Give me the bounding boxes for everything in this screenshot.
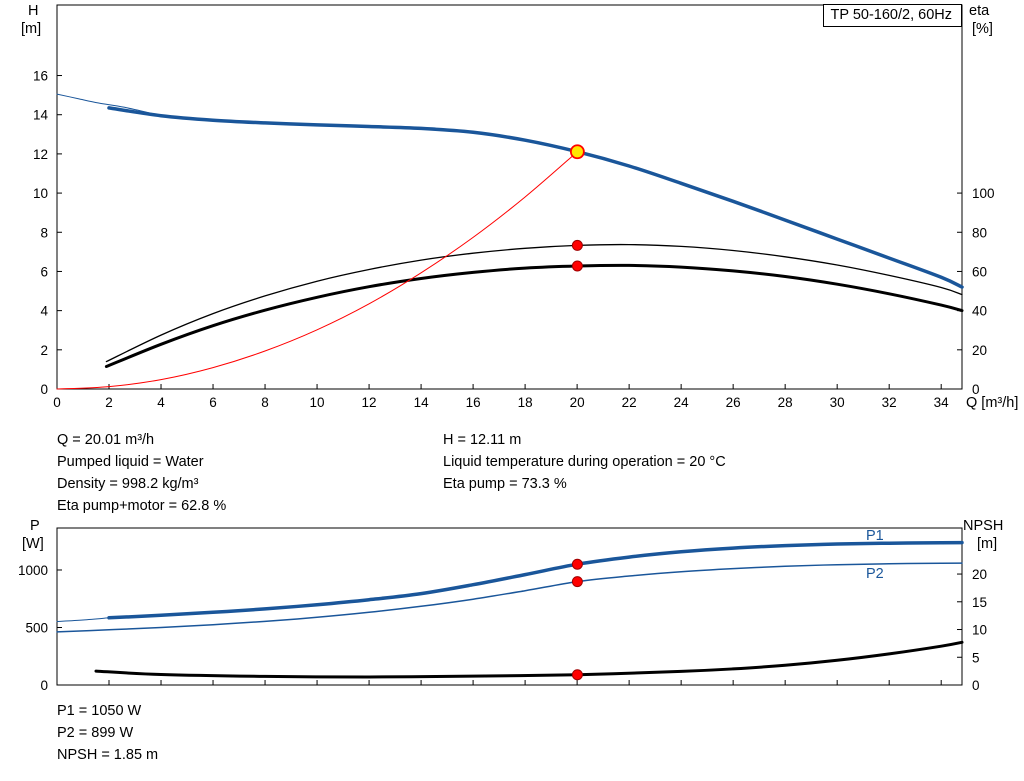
npsh-axis-title: NPSH bbox=[963, 518, 1004, 534]
info-pumped-liquid: Pumped liquid = Water bbox=[57, 454, 204, 470]
info-eta-pump: Eta pump = 73.3 % bbox=[443, 476, 567, 492]
p2-point bbox=[571, 576, 583, 588]
y-left-tick-label: 16 bbox=[33, 69, 48, 84]
y-right-tick-label: 60 bbox=[972, 264, 987, 279]
chart-frame bbox=[56, 4, 963, 390]
y-right-tick-label: 0 bbox=[972, 678, 980, 693]
p-axis-unit: [W] bbox=[22, 536, 44, 552]
info-npsh: NPSH = 1.85 m bbox=[57, 747, 159, 763]
y-left-tick-label: 1000 bbox=[18, 563, 48, 578]
x-tick-label: 34 bbox=[934, 395, 950, 410]
q-axis-title: Q [m³/h] bbox=[966, 395, 1019, 411]
duty-point[interactable] bbox=[569, 144, 585, 160]
y-left-tick-label: 4 bbox=[40, 304, 48, 319]
y-right-tick-label: 40 bbox=[972, 304, 987, 319]
npsh-curve bbox=[94, 640, 964, 679]
result-info: P1 = 1050 W P2 = 899 W NPSH = 1.85 m bbox=[57, 700, 158, 766]
y-left-tick-label: 0 bbox=[40, 382, 48, 397]
info-density: Density = 998.2 kg/m³ bbox=[57, 476, 199, 492]
p1-curve-label: P1 bbox=[866, 528, 884, 544]
x-tick-label: 10 bbox=[310, 395, 325, 410]
pump-type-label: TP 50-160/2, 60Hz bbox=[822, 4, 962, 27]
eta-pump-curve bbox=[105, 243, 963, 363]
y-left-tick-label: 2 bbox=[40, 343, 48, 358]
duty-info-left: Q = 20.01 m³/h Pumped liquid = Water Den… bbox=[57, 429, 226, 517]
y-left-tick-label: 500 bbox=[25, 620, 48, 635]
info-eta-pump-motor: Eta pump+motor = 62.8 % bbox=[57, 498, 227, 514]
duty-info-right: H = 12.11 m Liquid temperature during op… bbox=[443, 429, 726, 495]
info-p1: P1 = 1050 W bbox=[57, 703, 142, 719]
h-axis-unit: [m] bbox=[21, 21, 42, 37]
y-right-tick-label: 20 bbox=[972, 567, 987, 582]
p1-point bbox=[571, 558, 583, 570]
y-right-tick-label: 5 bbox=[972, 650, 980, 665]
p1-curve-thin-extension bbox=[56, 617, 110, 622]
p1-curve bbox=[107, 540, 964, 620]
x-tick-label: 18 bbox=[518, 395, 533, 410]
y-right-tick-label: 80 bbox=[972, 225, 987, 240]
x-tick-label: 22 bbox=[622, 395, 637, 410]
y-right-tick-label: 10 bbox=[972, 623, 987, 638]
x-tick-label: 32 bbox=[882, 395, 897, 410]
p-axis-title: P bbox=[30, 518, 40, 534]
y-left-tick-label: 14 bbox=[33, 108, 49, 123]
y-right-tick-label: 100 bbox=[972, 186, 995, 201]
x-tick-label: 14 bbox=[414, 395, 430, 410]
y-left-tick-label: 6 bbox=[40, 264, 48, 279]
y-left-tick-label: 8 bbox=[40, 225, 48, 240]
x-tick-label: 2 bbox=[105, 395, 113, 410]
y-right-tick-label: 20 bbox=[972, 343, 987, 358]
y-left-tick-label: 10 bbox=[33, 186, 48, 201]
y-right-tick-label: 15 bbox=[972, 595, 987, 610]
p2-curve-label: P2 bbox=[866, 566, 884, 582]
x-tick-label: 26 bbox=[726, 395, 741, 410]
x-tick-label: 8 bbox=[261, 395, 269, 410]
eta-axis-unit: [%] bbox=[972, 21, 993, 37]
x-tick-label: 20 bbox=[570, 395, 585, 410]
x-tick-label: 16 bbox=[466, 395, 481, 410]
chart-frame bbox=[56, 527, 963, 686]
h-curve bbox=[107, 106, 964, 289]
y-right-tick-label: 0 bbox=[972, 382, 980, 397]
x-tick-label: 0 bbox=[53, 395, 61, 410]
npsh-point bbox=[571, 669, 583, 681]
eta-axis-title: eta bbox=[969, 3, 990, 19]
eta-pump-motor-point bbox=[571, 260, 583, 272]
x-tick-label: 24 bbox=[674, 395, 690, 410]
eta-pump-motor-curve bbox=[104, 263, 964, 368]
info-p2: P2 = 899 W bbox=[57, 725, 134, 741]
y-left-tick-label: 0 bbox=[40, 678, 48, 693]
info-head: H = 12.11 m bbox=[443, 432, 522, 448]
eta-pump-point bbox=[571, 239, 583, 251]
x-tick-label: 30 bbox=[830, 395, 845, 410]
system-curve bbox=[56, 151, 578, 390]
p2-curve bbox=[56, 562, 963, 633]
y-left-tick-label: 12 bbox=[33, 147, 48, 162]
x-tick-label: 6 bbox=[209, 395, 217, 410]
h-axis-title: H bbox=[28, 3, 39, 19]
x-tick-label: 28 bbox=[778, 395, 793, 410]
info-flow: Q = 20.01 m³/h bbox=[57, 432, 155, 448]
x-tick-label: 4 bbox=[157, 395, 165, 410]
npsh-axis-unit: [m] bbox=[977, 536, 998, 552]
h-curve-thin-extension bbox=[56, 93, 162, 117]
info-temperature: Liquid temperature during operation = 20… bbox=[443, 454, 726, 470]
x-tick-label: 12 bbox=[362, 395, 377, 410]
